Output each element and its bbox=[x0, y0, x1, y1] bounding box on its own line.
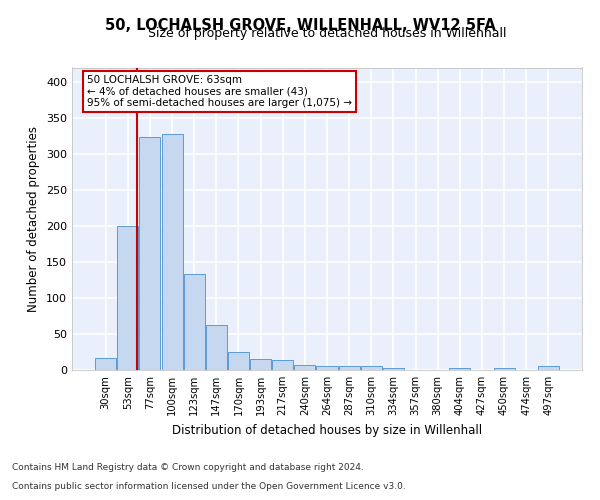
Bar bbox=[118, 226, 139, 370]
Bar bbox=[161, 134, 182, 370]
Text: Contains public sector information licensed under the Open Government Licence v3: Contains public sector information licen… bbox=[12, 482, 406, 491]
Bar bbox=[538, 366, 559, 370]
Bar bbox=[184, 274, 205, 370]
Text: 50 LOCHALSH GROVE: 63sqm
← 4% of detached houses are smaller (43)
95% of semi-de: 50 LOCHALSH GROVE: 63sqm ← 4% of detache… bbox=[88, 75, 352, 108]
Bar bbox=[494, 368, 515, 370]
Bar bbox=[449, 368, 470, 370]
Y-axis label: Number of detached properties: Number of detached properties bbox=[28, 126, 40, 312]
Bar bbox=[295, 365, 316, 370]
Bar bbox=[316, 366, 338, 370]
Bar bbox=[206, 326, 227, 370]
Bar bbox=[361, 366, 382, 370]
Title: Size of property relative to detached houses in Willenhall: Size of property relative to detached ho… bbox=[148, 27, 506, 40]
Bar bbox=[272, 360, 293, 370]
Bar bbox=[95, 358, 116, 370]
Bar bbox=[338, 366, 359, 370]
Bar bbox=[139, 138, 160, 370]
Bar bbox=[383, 368, 404, 370]
Bar bbox=[250, 359, 271, 370]
Text: Contains HM Land Registry data © Crown copyright and database right 2024.: Contains HM Land Registry data © Crown c… bbox=[12, 464, 364, 472]
Bar bbox=[228, 352, 249, 370]
X-axis label: Distribution of detached houses by size in Willenhall: Distribution of detached houses by size … bbox=[172, 424, 482, 436]
Text: 50, LOCHALSH GROVE, WILLENHALL, WV12 5FA: 50, LOCHALSH GROVE, WILLENHALL, WV12 5FA bbox=[104, 18, 496, 32]
